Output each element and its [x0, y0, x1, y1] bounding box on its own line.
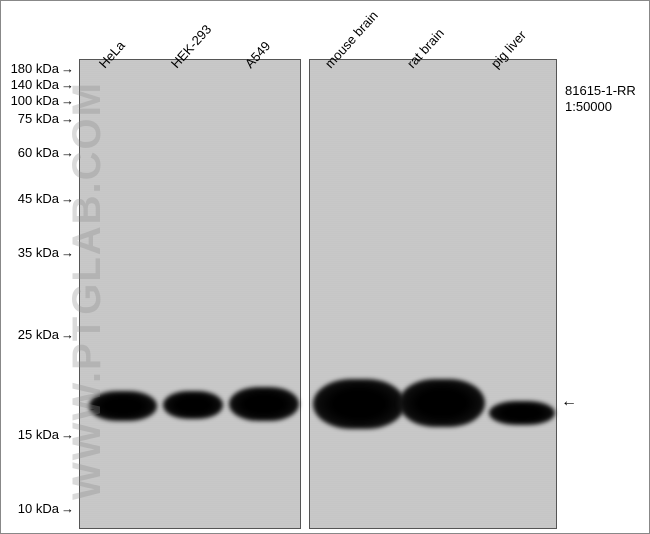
- marker-arrow-icon: →: [61, 245, 74, 260]
- marker-10: 10 kDa→: [4, 501, 74, 516]
- blot-right-bg: [310, 60, 556, 528]
- marker-100: 100 kDa→: [4, 93, 74, 108]
- band: [89, 391, 157, 421]
- figure-container: HeLa HEK-293 A549 mouse brain rat brain …: [0, 0, 650, 534]
- blot-left: [79, 59, 301, 529]
- marker-arrow-icon: →: [61, 191, 74, 206]
- blot-left-bg: [80, 60, 300, 528]
- antibody-id: 81615-1-RR: [565, 83, 636, 99]
- marker-arrow-icon: →: [61, 93, 74, 108]
- marker-45: 45 kDa→: [4, 191, 74, 206]
- marker-180: 180 kDa→: [4, 61, 74, 76]
- band: [313, 379, 405, 429]
- marker-60: 60 kDa→: [4, 145, 74, 160]
- marker-35: 35 kDa→: [4, 245, 74, 260]
- marker-arrow-icon: →: [61, 77, 74, 92]
- marker-25: 25 kDa→: [4, 327, 74, 342]
- band: [489, 401, 555, 425]
- marker-arrow-icon: →: [61, 427, 74, 442]
- blot-area: [79, 59, 557, 529]
- marker-75: 75 kDa→: [4, 111, 74, 126]
- marker-arrow-icon: →: [61, 501, 74, 516]
- band: [229, 387, 299, 421]
- band: [163, 391, 223, 419]
- marker-arrow-icon: →: [61, 145, 74, 160]
- marker-arrow-icon: →: [61, 111, 74, 126]
- blot-right: [309, 59, 557, 529]
- marker-arrow-icon: →: [61, 61, 74, 76]
- marker-140: 140 kDa→: [4, 77, 74, 92]
- target-band-arrow-icon: ←: [561, 393, 577, 411]
- antibody-dilution: 1:50000: [565, 99, 636, 115]
- marker-15: 15 kDa→: [4, 427, 74, 442]
- band: [399, 379, 485, 427]
- antibody-annotation: 81615-1-RR 1:50000: [565, 83, 636, 116]
- marker-arrow-icon: →: [61, 327, 74, 342]
